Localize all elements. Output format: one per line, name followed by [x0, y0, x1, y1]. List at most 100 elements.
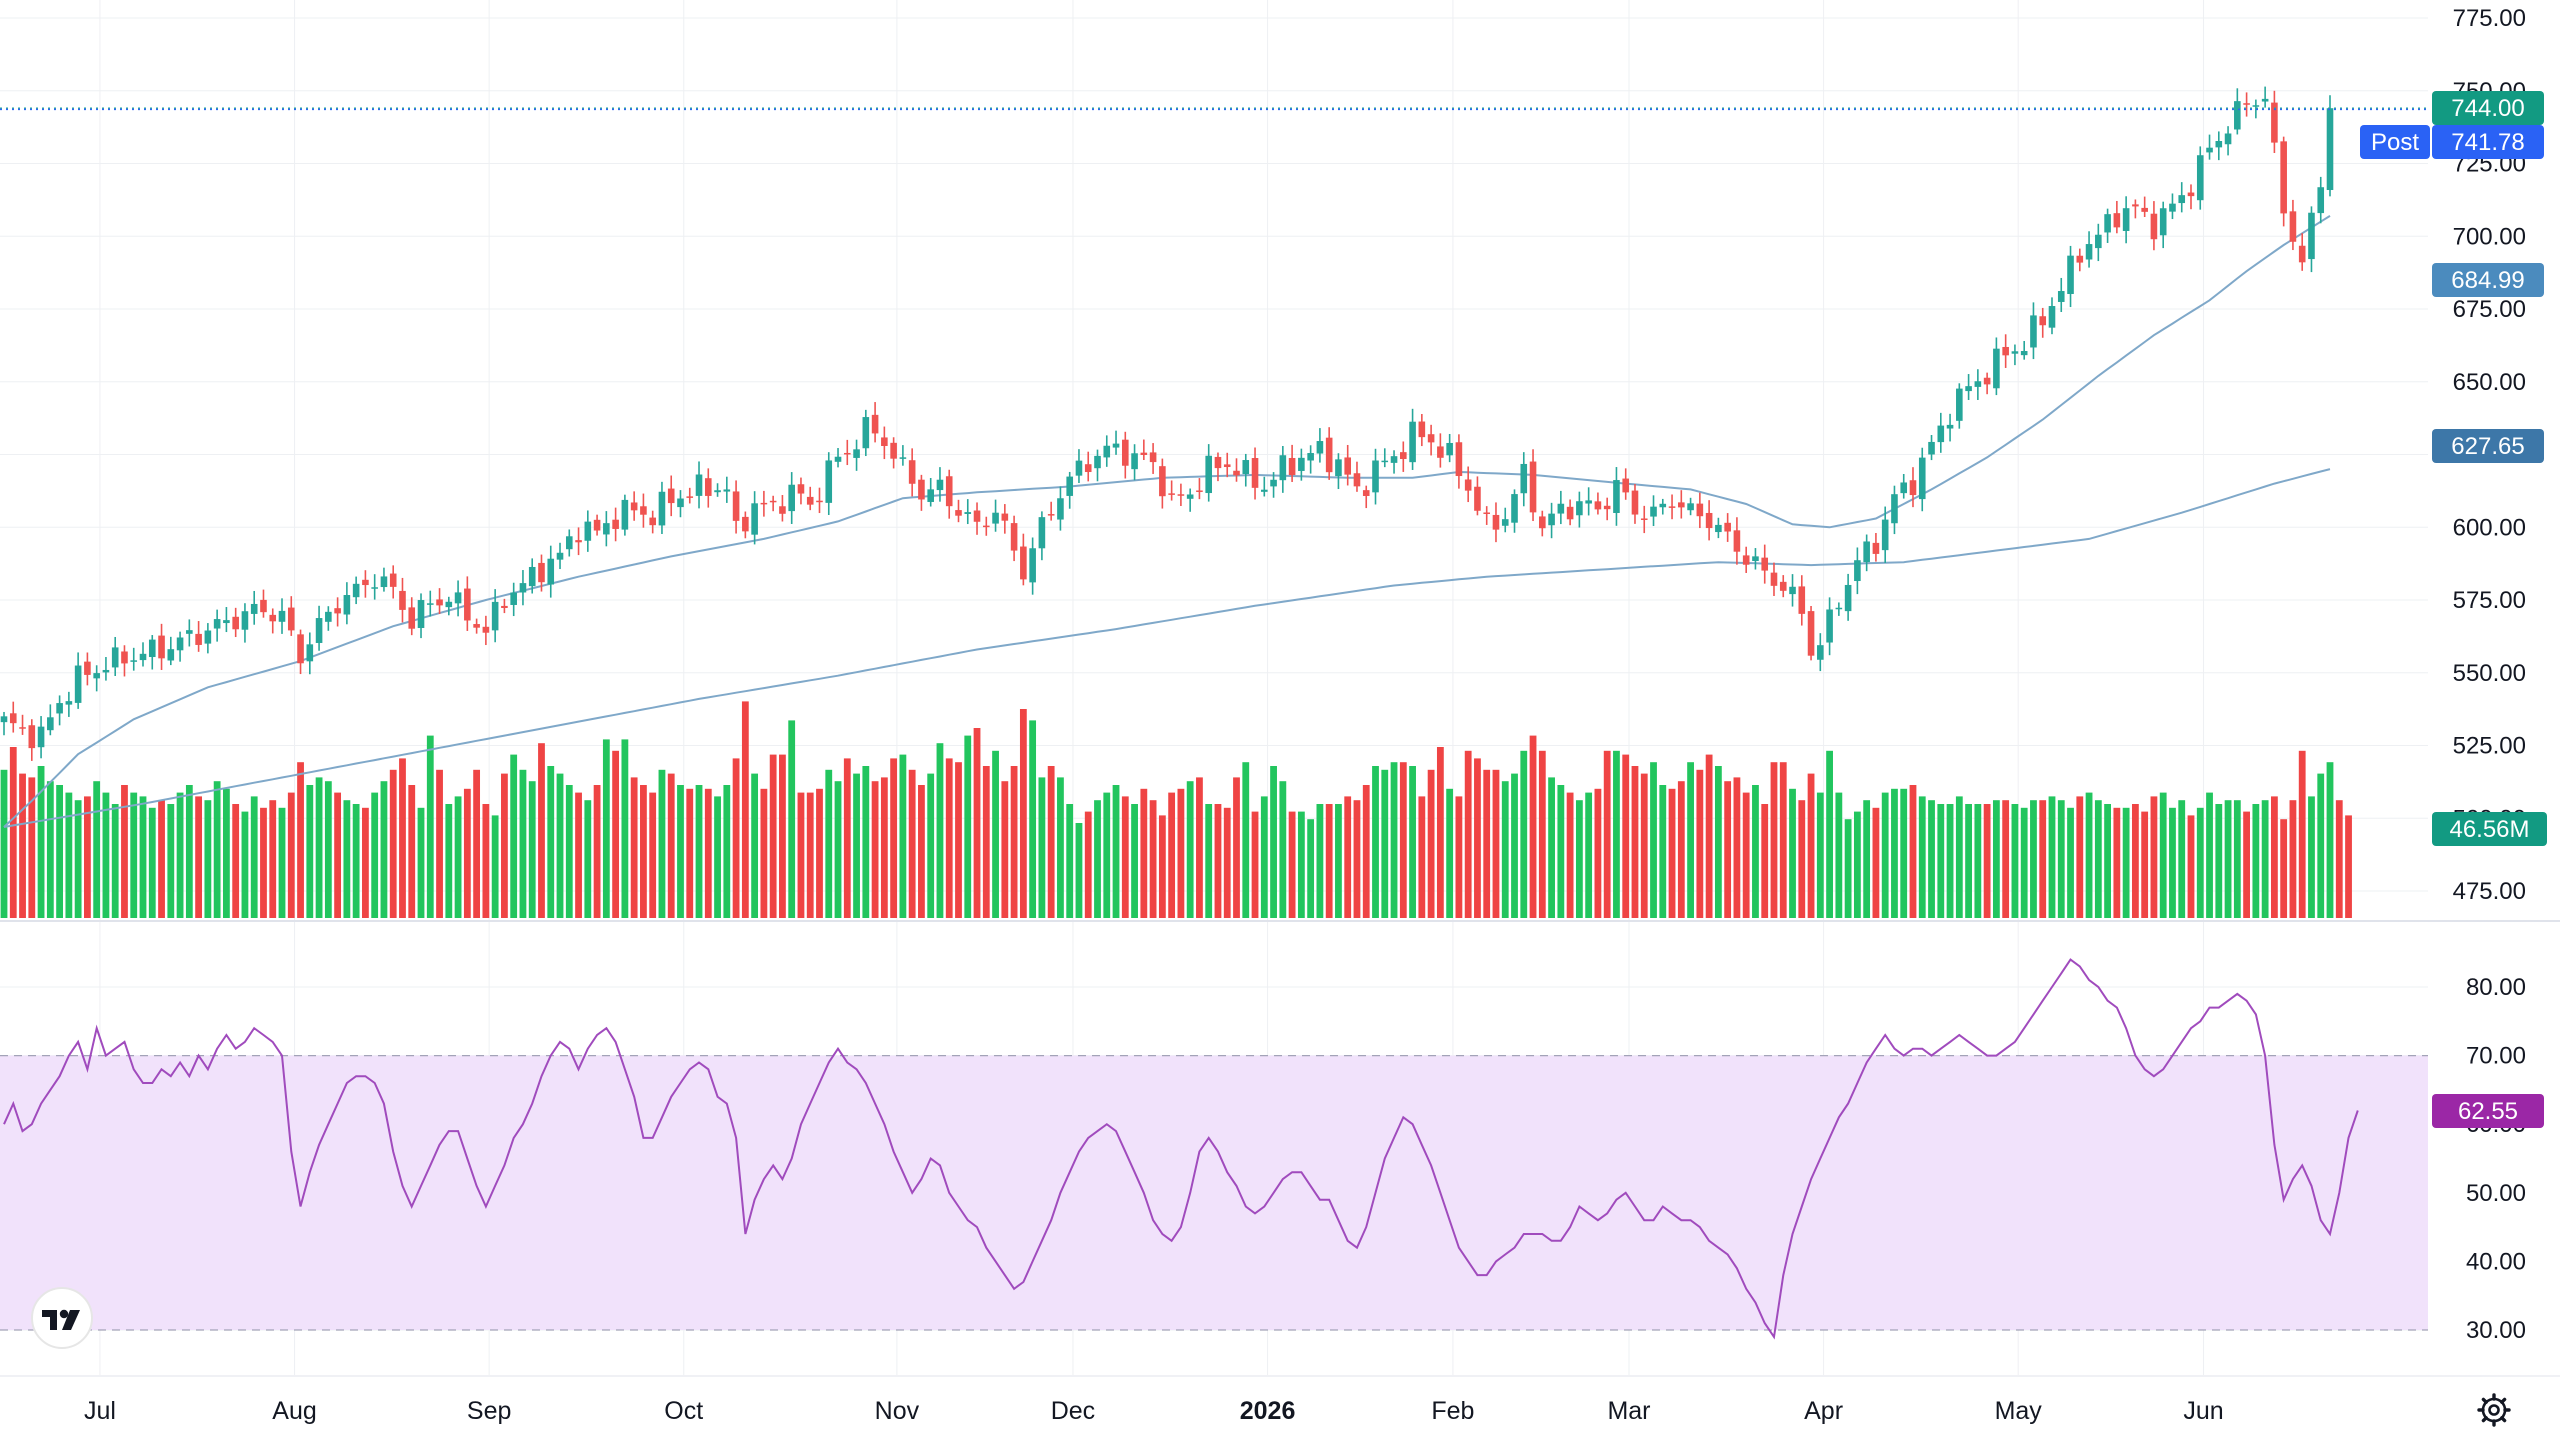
- volume-bar: [556, 773, 564, 918]
- volume-bar: [2094, 800, 2102, 918]
- candle-body: [1029, 548, 1036, 583]
- candle-body: [47, 717, 54, 731]
- volume-bar: [1733, 777, 1741, 918]
- candle-body: [732, 491, 740, 521]
- candle-body: [1149, 452, 1157, 463]
- candle-body: [2317, 187, 2325, 214]
- volume-bar: [1270, 766, 1277, 918]
- candle: [2178, 182, 2186, 213]
- candle-body: [1261, 489, 1268, 492]
- candle-body: [612, 519, 619, 529]
- volume-bar: [501, 773, 508, 918]
- volume-bar: [528, 781, 536, 918]
- time-tick-label: May: [1995, 1397, 2043, 1425]
- time-axis[interactable]: Jul Aug Sep Oct Nov Dec 2026 Feb Mar Apr May Jun: [84, 1397, 2224, 1425]
- last-price-badge-bg: [2432, 91, 2544, 125]
- candle: [982, 516, 990, 536]
- candle-body: [630, 502, 638, 511]
- candle-body: [1159, 466, 1166, 497]
- candle-body: [2002, 346, 2009, 356]
- tradingview-logo-icon[interactable]: [31, 1287, 93, 1349]
- candle: [1659, 498, 1667, 515]
- candle: [908, 448, 916, 497]
- volume-bar: [121, 785, 128, 918]
- volume-bar: [324, 781, 332, 918]
- volume-bar: [1112, 785, 1120, 918]
- candle: [1400, 441, 1407, 472]
- candle-body: [334, 608, 341, 614]
- candle-body: [1205, 455, 1213, 494]
- candle-body: [769, 500, 777, 503]
- candle-body: [1511, 494, 1518, 523]
- volume-bar: [1826, 750, 1833, 918]
- candle: [695, 461, 703, 509]
- candle: [1585, 487, 1592, 516]
- volume-bar: [1881, 792, 1889, 918]
- volume-bar: [2261, 800, 2269, 918]
- candle: [1464, 466, 1472, 503]
- candle: [1761, 544, 1769, 584]
- volume-bar: [2085, 792, 2093, 918]
- candle: [1983, 372, 1991, 395]
- candle: [2104, 208, 2111, 243]
- candle-body: [1251, 458, 1259, 488]
- candle-body: [1854, 560, 1861, 582]
- candle: [2326, 95, 2334, 197]
- volume-bar: [769, 754, 777, 918]
- candle-body: [1038, 517, 1046, 549]
- volume-bar: [871, 781, 879, 918]
- volume-bar: [1362, 785, 1370, 918]
- candle: [751, 491, 758, 545]
- ma200-value-badge: 627.65: [2432, 429, 2544, 463]
- candle: [2020, 340, 2028, 360]
- volume-value-badge-text: 46.56M: [2449, 816, 2529, 843]
- candle: [2159, 201, 2167, 249]
- candle-body: [278, 610, 286, 622]
- candle-body: [1576, 501, 1583, 516]
- candle-body: [102, 669, 110, 673]
- candle: [565, 529, 573, 557]
- candle: [1298, 448, 1305, 481]
- volume-bar: [973, 728, 981, 918]
- volume-bar: [2169, 807, 2176, 918]
- candle: [1409, 408, 1416, 470]
- candle-body: [352, 583, 360, 598]
- gear-icon[interactable]: [2477, 1393, 2511, 1427]
- candle: [1678, 490, 1685, 519]
- candle: [1650, 495, 1657, 527]
- volume-bar: [2178, 800, 2186, 918]
- volume-bar: [2196, 807, 2204, 918]
- volume-bar: [1279, 781, 1287, 918]
- rsi-value-badge-text: 62.55: [2458, 1098, 2518, 1125]
- volume-bar: [2039, 800, 2047, 918]
- candle-body: [56, 703, 63, 714]
- price-axis[interactable]: 775.00750.00725.00700.00675.00650.00625.…: [2453, 5, 2526, 1344]
- candle: [2132, 199, 2139, 219]
- candle-body: [473, 624, 480, 628]
- candle: [1576, 491, 1583, 528]
- candle: [2076, 248, 2084, 272]
- volume-bar: [955, 762, 962, 918]
- candle: [1872, 533, 1880, 562]
- candle: [927, 477, 934, 507]
- volume-bar: [1659, 785, 1667, 918]
- candle-body: [2280, 141, 2287, 214]
- candle-body: [565, 536, 573, 550]
- candle-body: [1872, 542, 1880, 554]
- candle: [1251, 447, 1259, 500]
- candle: [1613, 467, 1620, 526]
- volume-bar: [2048, 796, 2056, 918]
- candle: [93, 665, 100, 692]
- candle: [1715, 517, 1722, 539]
- candle: [2067, 245, 2074, 308]
- price-tick-label: 475.00: [2453, 878, 2526, 905]
- candle-body: [1288, 457, 1296, 476]
- candle: [2122, 196, 2130, 244]
- candle-body: [1279, 455, 1287, 481]
- candle: [47, 704, 54, 736]
- volume-bar: [1446, 788, 1454, 918]
- volume-bar: [2326, 762, 2334, 918]
- candle-body: [1817, 645, 1824, 660]
